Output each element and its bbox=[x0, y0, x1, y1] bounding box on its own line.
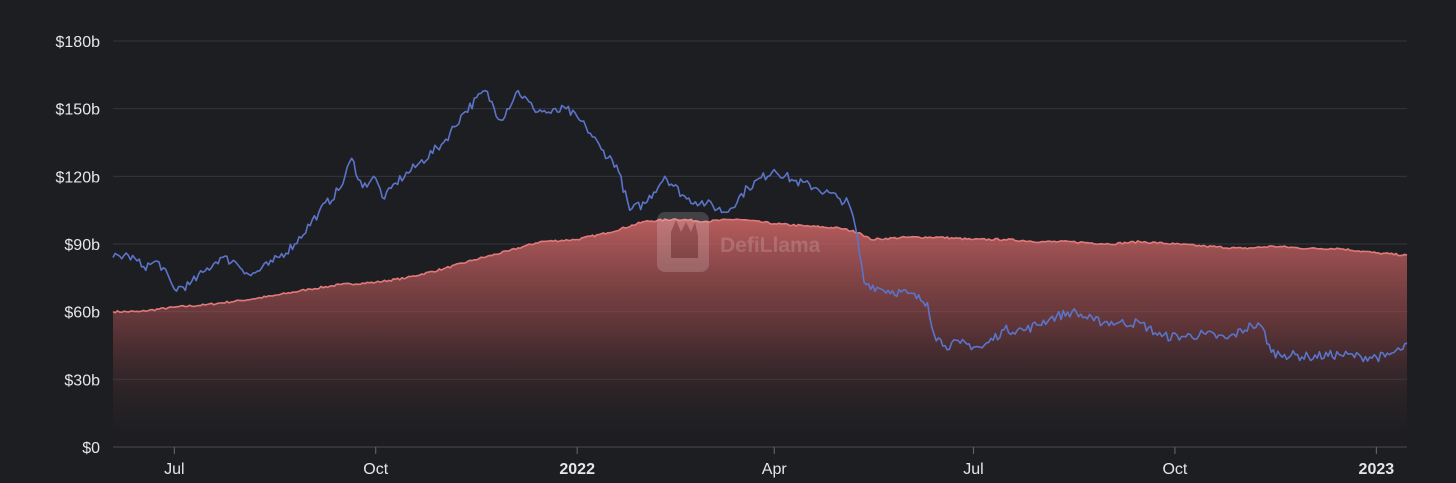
line-series bbox=[112, 89, 1408, 363]
x-tick-label: Jul bbox=[164, 461, 184, 478]
x-tick-label: Jul bbox=[963, 461, 983, 478]
y-tick-label: $180b bbox=[56, 34, 101, 51]
watermark-text: DefiLlama bbox=[720, 234, 821, 257]
y-tick-label: $0 bbox=[82, 440, 100, 457]
y-tick-label: $120b bbox=[56, 169, 101, 186]
x-axis: Jul Oct 2022 Apr Jul Oct 2023 bbox=[164, 447, 1394, 478]
x-tick-label: Apr bbox=[762, 461, 788, 478]
line-series-path bbox=[112, 89, 1408, 363]
y-tick-label: $30b bbox=[64, 372, 100, 389]
llama-icon bbox=[657, 212, 709, 272]
watermark: DefiLlama bbox=[657, 212, 821, 272]
area-fill bbox=[113, 219, 1407, 447]
x-tick-label: 2023 bbox=[1359, 461, 1395, 478]
x-tick-label: Oct bbox=[1162, 461, 1187, 478]
x-tick-label: Oct bbox=[363, 461, 388, 478]
area-series-line bbox=[112, 218, 1408, 314]
y-tick-label: $150b bbox=[56, 102, 101, 119]
y-tick-label: $90b bbox=[64, 237, 100, 254]
y-tick-label: $60b bbox=[64, 305, 100, 322]
y-axis: $0 $30b $60b $90b $120b $150b $180b bbox=[56, 34, 101, 457]
x-tick-label: 2022 bbox=[559, 461, 595, 478]
area-series bbox=[112, 218, 1408, 447]
